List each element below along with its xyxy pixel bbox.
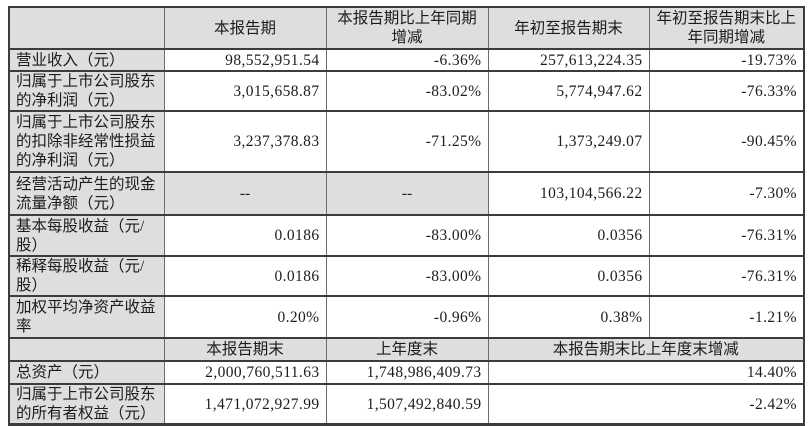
table-row-weighted-avg-roe: 加权平均净资产收益率 0.20% -0.96% 0.38% -1.21% [8, 295, 805, 339]
value-current-period: 3,237,378.83 [163, 110, 327, 173]
value-ytd: 0.38% [487, 295, 650, 339]
value-current-period: 0.0186 [163, 255, 327, 297]
row-label: 经营活动产生的现金流量净额（元） [8, 171, 165, 216]
column-header-period-end-change: 本报告期末比上年度末增减 [487, 337, 805, 362]
value-period-end: 1,471,072,927.99 [163, 383, 327, 426]
value-current-period-change: -6.36% [325, 48, 489, 72]
column-header-current-period: 本报告期 [163, 6, 327, 50]
value-ytd: 103,104,566.22 [487, 171, 650, 216]
column-header-ytd: 年初至报告期末 [487, 6, 650, 50]
row-label: 加权平均净资产收益率 [8, 295, 165, 339]
value-ytd: 1,373,249.07 [487, 110, 650, 173]
value-ytd-change: -7.30% [648, 171, 805, 216]
column-header-ytd-change: 年初至报告期末比上年同期增减 [648, 6, 805, 50]
value-current-period: 98,552,951.54 [163, 48, 327, 72]
value-ytd-change: -19.73% [648, 48, 805, 72]
value-ytd-change: -76.33% [648, 70, 805, 112]
table-row-operating-cash-flow: 经营活动产生的现金流量净额（元） -- -- 103,104,566.22 -7… [8, 171, 805, 216]
value-prev-year-end: 1,507,492,840.59 [325, 383, 489, 426]
value-current-period: 0.20% [163, 295, 327, 339]
value-current-period-change: -83.00% [325, 214, 489, 257]
value-prev-year-end: 1,748,986,409.73 [325, 360, 489, 385]
value-current-period-change: -71.25% [325, 110, 489, 173]
value-ytd: 0.0356 [487, 214, 650, 257]
table-row-owners-equity: 归属于上市公司股东的所有者权益（元） 1,471,072,927.99 1,50… [8, 383, 805, 426]
table-row-net-profit-excl-nonrecurring: 归属于上市公司股东的扣除非经常性损益的净利润（元） 3,237,378.83 -… [8, 110, 805, 173]
header-row-period-end: 本报告期末 上年度末 本报告期末比上年度末增减 [8, 337, 805, 362]
row-label: 归属于上市公司股东的所有者权益（元） [8, 383, 165, 426]
value-current-period: 3,015,658.87 [163, 70, 327, 112]
row-label: 总资产（元） [8, 360, 165, 385]
financial-summary-table: 本报告期 本报告期比上年同期增减 年初至报告期末 年初至报告期末比上年同期增减 … [8, 6, 805, 426]
table-row-basic-eps: 基本每股收益（元/股） 0.0186 -83.00% 0.0356 -76.31… [8, 214, 805, 257]
header-blank-cell [8, 6, 165, 50]
value-current-period-change: -0.96% [325, 295, 489, 339]
value-current-period-change: -83.00% [325, 255, 489, 297]
value-ytd: 257,613,224.35 [487, 48, 650, 72]
header-row-period: 本报告期 本报告期比上年同期增减 年初至报告期末 年初至报告期末比上年同期增减 [8, 6, 805, 50]
value-current-period: -- [163, 171, 327, 216]
value-ytd-change: -76.31% [648, 255, 805, 297]
table-row-revenue: 营业收入（元） 98,552,951.54 -6.36% 257,613,224… [8, 48, 805, 72]
row-label: 基本每股收益（元/股） [8, 214, 165, 257]
value-period-end-change: 14.40% [487, 360, 805, 385]
value-period-end-change: -2.42% [487, 383, 805, 426]
value-period-end: 2,000,760,511.63 [163, 360, 327, 385]
value-current-period-change: -- [325, 171, 489, 216]
value-ytd: 0.0356 [487, 255, 650, 297]
table-row-total-assets: 总资产（元） 2,000,760,511.63 1,748,986,409.73… [8, 360, 805, 385]
table-row-net-profit: 归属于上市公司股东的净利润（元） 3,015,658.87 -83.02% 5,… [8, 70, 805, 112]
column-header-period-end: 本报告期末 [163, 337, 327, 362]
table-row-diluted-eps: 稀释每股收益（元/股） 0.0186 -83.00% 0.0356 -76.31… [8, 255, 805, 297]
row-label: 营业收入（元） [8, 48, 165, 72]
row-label: 归属于上市公司股东的扣除非经常性损益的净利润（元） [8, 110, 165, 173]
value-current-period-change: -83.02% [325, 70, 489, 112]
value-ytd-change: -90.45% [648, 110, 805, 173]
row-label: 稀释每股收益（元/股） [8, 255, 165, 297]
column-header-prev-year-end: 上年度末 [325, 337, 489, 362]
row-label: 归属于上市公司股东的净利润（元） [8, 70, 165, 112]
value-ytd-change: -76.31% [648, 214, 805, 257]
value-ytd-change: -1.21% [648, 295, 805, 339]
value-current-period: 0.0186 [163, 214, 327, 257]
financial-summary-section: 本报告期 本报告期比上年同期增减 年初至报告期末 年初至报告期末比上年同期增减 … [8, 6, 805, 426]
column-header-current-period-change: 本报告期比上年同期增减 [325, 6, 489, 50]
value-ytd: 5,774,947.62 [487, 70, 650, 112]
header-blank-cell [8, 337, 165, 362]
